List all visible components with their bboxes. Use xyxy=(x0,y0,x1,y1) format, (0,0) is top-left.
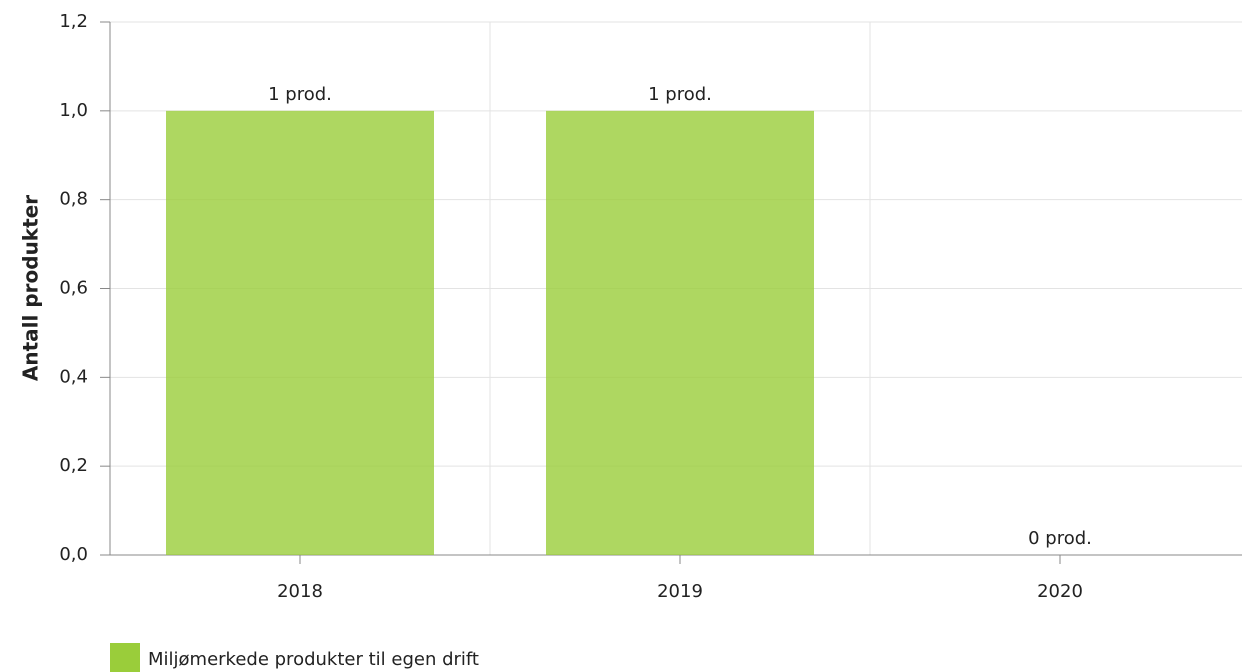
value-label: 0 prod. xyxy=(1028,528,1092,549)
legend-swatch xyxy=(110,643,140,672)
x-tick-label: 2019 xyxy=(657,581,703,602)
y-tick-label: 1,0 xyxy=(59,100,88,121)
y-tick-label: 0,0 xyxy=(59,544,88,565)
y-tick-label: 0,8 xyxy=(59,189,88,210)
y-tick-label: 0,2 xyxy=(59,455,88,476)
value-label: 1 prod. xyxy=(268,84,332,105)
bar xyxy=(166,110,434,555)
value-label: 1 prod. xyxy=(648,84,712,105)
y-tick-label: 1,2 xyxy=(59,11,88,32)
x-tick-label: 2020 xyxy=(1037,581,1083,602)
x-tick-label: 2018 xyxy=(277,581,323,602)
legend-label: Miljømerkede produkter til egen drift xyxy=(148,649,479,670)
y-tick-label: 0,6 xyxy=(59,278,88,299)
y-axis-label: Antall produkter xyxy=(19,195,43,381)
y-tick-label: 0,4 xyxy=(59,366,88,387)
bar xyxy=(546,110,814,555)
